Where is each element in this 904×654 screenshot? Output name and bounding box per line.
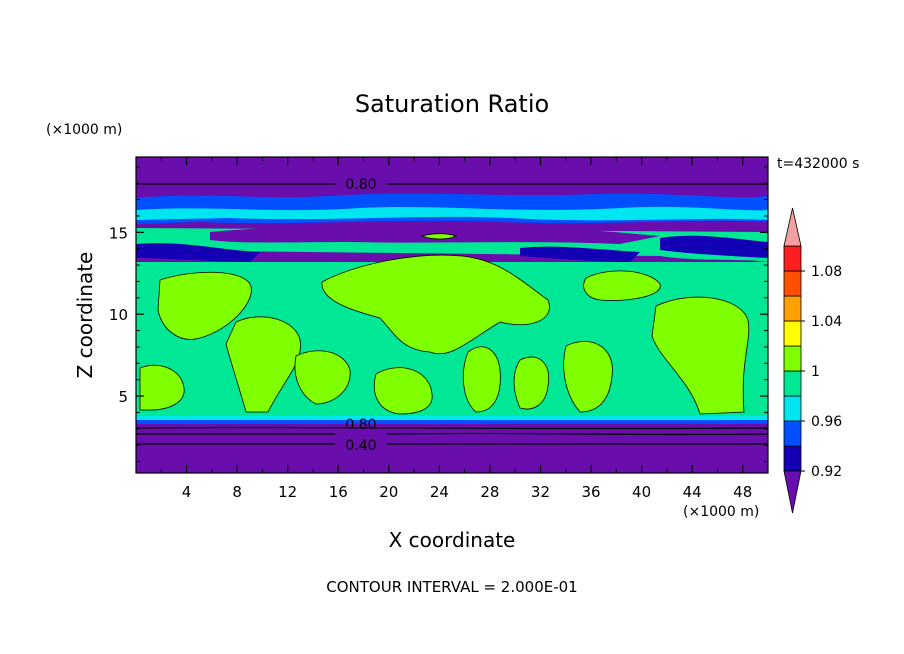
contour-label-mid: 0.80 xyxy=(345,417,376,433)
cloud-patch-11 xyxy=(139,364,185,411)
x-tick-label: 12 xyxy=(278,483,297,501)
colorbar-swatch xyxy=(783,420,802,447)
x-units-label: (×1000 m) xyxy=(683,504,759,520)
colorbar-swatch xyxy=(783,270,802,297)
colorbar-swatch xyxy=(783,345,802,372)
time-label: t=432000 s xyxy=(777,156,859,172)
y-units-label: (×1000 m) xyxy=(46,122,122,138)
colorbar: 1.08 1.04 1 0.96 0.92 xyxy=(783,207,842,514)
colorbar-over-arrow xyxy=(783,207,802,247)
x-tick-label: 44 xyxy=(683,483,702,501)
colorbar-swatch xyxy=(783,245,802,272)
x-tick-label: 28 xyxy=(480,483,499,501)
contour-line-lower-1 xyxy=(135,426,769,430)
colorbar-swatch xyxy=(783,295,802,322)
cloud-patch-5 xyxy=(651,296,750,415)
cloud-patch-3 xyxy=(583,270,661,301)
saturation-field xyxy=(136,157,768,473)
chart-title: Saturation Ratio xyxy=(355,90,549,118)
cloud-patch-4 xyxy=(225,316,301,413)
x-tick-label: 40 xyxy=(632,483,651,501)
cloud-patch-8 xyxy=(513,356,550,410)
colorbar-tick-label: 1.08 xyxy=(811,264,842,280)
y-tick-label: 10 xyxy=(109,306,128,324)
contour-line-lower-2 xyxy=(136,432,769,436)
upper-darkblue-patches xyxy=(136,235,768,262)
cloud-patch-1 xyxy=(157,271,252,340)
colorbar-tick-label: 1.04 xyxy=(811,314,842,330)
plot-frame xyxy=(135,156,769,474)
colorbar-tick-label: 0.92 xyxy=(811,464,842,480)
contour-lines xyxy=(135,183,769,445)
x-tick-label: 24 xyxy=(430,483,449,501)
x-tick-label: 8 xyxy=(232,483,242,501)
x-tick-label: 32 xyxy=(531,483,550,501)
x-tick-label: 16 xyxy=(329,483,348,501)
y-tick-label: 15 xyxy=(109,224,128,242)
x-tick-label: 48 xyxy=(733,483,752,501)
colorbar-under-arrow xyxy=(783,470,802,514)
colorbar-swatch xyxy=(783,395,802,422)
y-axis-ticks: 5 10 15 xyxy=(109,166,768,463)
colorbar-swatch xyxy=(783,370,802,397)
contour-label-top: 0.80 xyxy=(345,177,376,193)
colorbar-swatch xyxy=(783,320,802,347)
lower-blue-line xyxy=(136,420,768,424)
cloud-patch-10 xyxy=(294,350,351,405)
cloud-patch-9 xyxy=(563,341,613,413)
cloud-patch-12 xyxy=(420,233,458,240)
cloud-patch-7 xyxy=(463,346,501,413)
colorbar-swatch xyxy=(783,445,802,472)
y-axis-label: Z coordinate xyxy=(73,252,97,379)
contour-label-low: 0.40 xyxy=(345,438,376,454)
upper-cyan-layer xyxy=(136,206,768,221)
cloud-patch-2 xyxy=(321,254,550,355)
lower-cyan-line xyxy=(136,416,768,420)
colorbar-tick-label: 0.96 xyxy=(811,414,842,430)
x-tick-label: 36 xyxy=(581,483,600,501)
colorbar-tick-label: 1 xyxy=(811,364,820,380)
y-tick-label: 5 xyxy=(118,388,128,406)
x-tick-label: 20 xyxy=(379,483,398,501)
x-tick-label: 4 xyxy=(182,483,192,501)
x-axis-ticks: 4 8 12 16 20 24 28 32 36 40 44 48 xyxy=(160,157,752,501)
cloud-patch-6 xyxy=(374,367,433,415)
contour-interval-label: CONTOUR INTERVAL = 2.000E-01 xyxy=(326,578,577,596)
x-axis-label: X coordinate xyxy=(389,528,516,552)
